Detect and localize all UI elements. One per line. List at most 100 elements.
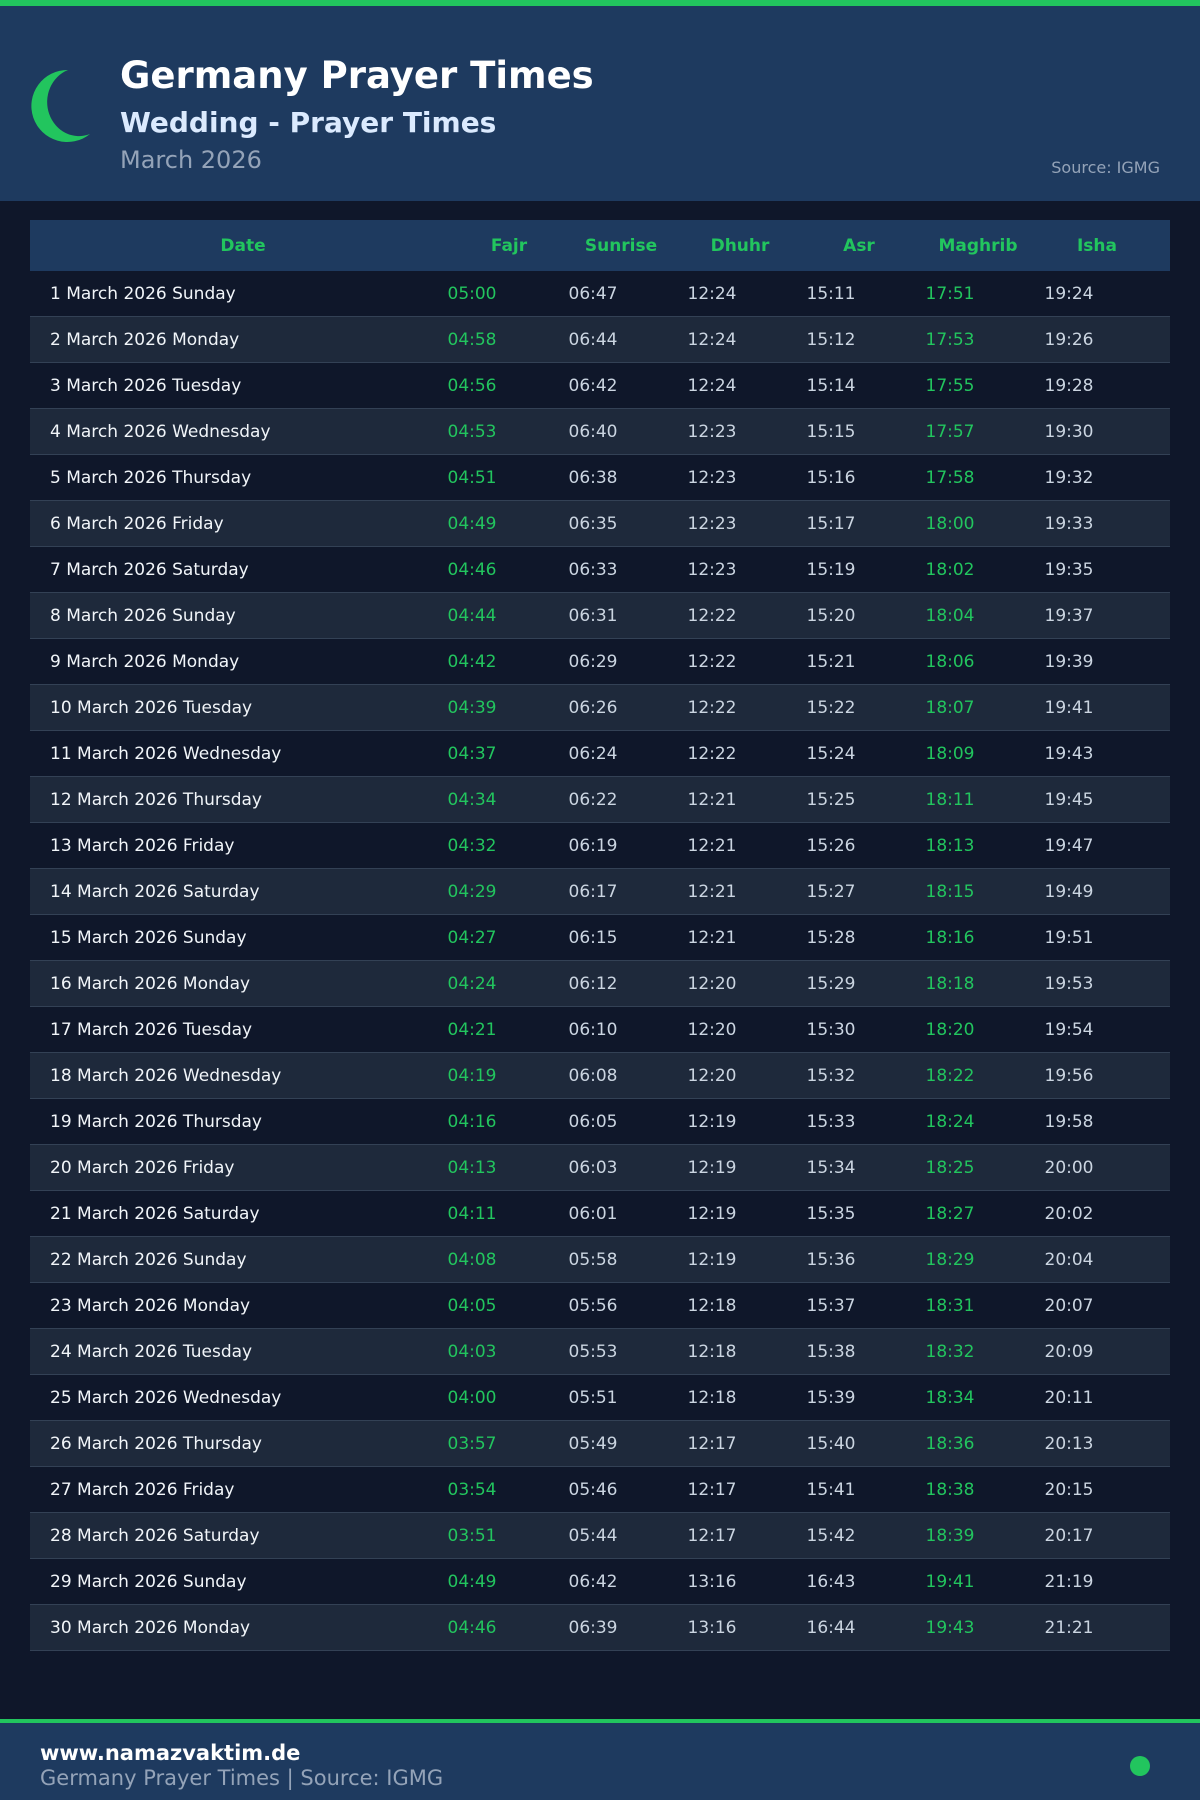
table-row: 13 March 2026 Friday 04:32 06:19 12:21 15:26…	[30, 823, 1170, 869]
dhuhr-cell: 12:20	[687, 973, 737, 994]
table-row: 6 March 2026 Friday 04:49 06:35 12:23 15:17 1…	[30, 501, 1170, 547]
table-row: 3 March 2026 Tuesday 04:56 06:42 12:24 15:14…	[30, 363, 1170, 409]
maghrib-cell: 17:51	[925, 283, 975, 304]
isha-cell: 19:41	[1044, 697, 1094, 718]
table-row: 2 March 2026 Monday 04:58 06:44 12:24 15:12 1…	[30, 317, 1170, 363]
maghrib-cell: 19:41	[925, 1571, 975, 1592]
dhuhr-cell: 12:24	[687, 329, 737, 350]
date-cell: 14 March 2026 Saturday	[50, 881, 260, 902]
fajr-cell: 04:29	[447, 881, 497, 902]
fajr-cell: 04:42	[447, 651, 497, 672]
page-subtitle: Wedding - Prayer Times	[120, 106, 497, 139]
maghrib-cell: 18:09	[925, 743, 975, 764]
maghrib-cell: 18:25	[925, 1157, 975, 1178]
date-cell: 1 March 2026 Sunday	[50, 283, 236, 304]
dhuhr-cell: 12:22	[687, 605, 737, 626]
dhuhr-cell: 12:22	[687, 743, 737, 764]
sunrise-cell: 06:39	[568, 1617, 618, 1638]
date-cell: 18 March 2026 Wednesday	[50, 1065, 282, 1086]
date-cell: 2 March 2026 Monday	[50, 329, 240, 350]
dhuhr-cell: 12:24	[687, 375, 737, 396]
asr-cell: 15:11	[806, 283, 856, 304]
fajr-cell: 03:51	[447, 1525, 497, 1546]
table-row: 14 March 2026 Saturday 04:29 06:17 12:21 15:…	[30, 869, 1170, 915]
isha-cell: 19:47	[1044, 835, 1094, 856]
table-row: 28 March 2026 Saturday 03:51 05:44 12:17 15:…	[30, 1513, 1170, 1559]
fajr-cell: 04:27	[447, 927, 497, 948]
asr-cell: 15:26	[806, 835, 856, 856]
table-row: 17 March 2026 Tuesday 04:21 06:10 12:20 15:3…	[30, 1007, 1170, 1053]
asr-cell: 15:19	[806, 559, 856, 580]
table-row: 10 March 2026 Tuesday 04:39 06:26 12:22 15:2…	[30, 685, 1170, 731]
column-header-asr: Asr	[843, 235, 875, 256]
dhuhr-cell: 12:23	[687, 559, 737, 580]
maghrib-cell: 17:53	[925, 329, 975, 350]
maghrib-cell: 18:31	[925, 1295, 975, 1316]
dhuhr-cell: 12:24	[687, 283, 737, 304]
fajr-cell: 04:46	[447, 559, 497, 580]
asr-cell: 15:41	[806, 1479, 856, 1500]
date-cell: 28 March 2026 Saturday	[50, 1525, 260, 1546]
fajr-cell: 04:05	[447, 1295, 497, 1316]
status-dot-icon	[1130, 1756, 1150, 1776]
fajr-cell: 04:39	[447, 697, 497, 718]
date-cell: 17 March 2026 Tuesday	[50, 1019, 253, 1040]
maghrib-cell: 18:20	[925, 1019, 975, 1040]
sunrise-cell: 06:38	[568, 467, 618, 488]
sunrise-cell: 06:26	[568, 697, 618, 718]
asr-cell: 15:15	[806, 421, 856, 442]
page-header: Germany Prayer Times Wedding - Prayer Ti…	[0, 6, 1200, 201]
isha-cell: 19:28	[1044, 375, 1094, 396]
table-row: 5 March 2026 Thursday 04:51 06:38 12:23 15:1…	[30, 455, 1170, 501]
isha-cell: 20:09	[1044, 1341, 1094, 1362]
date-cell: 3 March 2026 Tuesday	[50, 375, 242, 396]
isha-cell: 19:37	[1044, 605, 1094, 626]
dhuhr-cell: 12:23	[687, 421, 737, 442]
footer-site-link[interactable]: www.namazvaktim.de	[40, 1741, 301, 1765]
maghrib-cell: 18:39	[925, 1525, 975, 1546]
asr-cell: 15:16	[806, 467, 856, 488]
isha-cell: 20:04	[1044, 1249, 1094, 1270]
date-cell: 21 March 2026 Saturday	[50, 1203, 260, 1224]
date-cell: 26 March 2026 Thursday	[50, 1433, 262, 1454]
asr-cell: 15:42	[806, 1525, 856, 1546]
fajr-cell: 04:37	[447, 743, 497, 764]
maghrib-cell: 19:43	[925, 1617, 975, 1638]
sunrise-cell: 05:51	[568, 1387, 618, 1408]
isha-cell: 19:32	[1044, 467, 1094, 488]
fajr-cell: 04:44	[447, 605, 497, 626]
column-header-fajr: Fajr	[490, 235, 528, 256]
fajr-cell: 04:24	[447, 973, 497, 994]
table-row: 25 March 2026 Wednesday 04:00 05:51 12:18 15…	[30, 1375, 1170, 1421]
dhuhr-cell: 12:23	[687, 513, 737, 534]
table-row: 20 March 2026 Friday 04:13 06:03 12:19 15:34…	[30, 1145, 1170, 1191]
fajr-cell: 04:00	[447, 1387, 497, 1408]
dhuhr-cell: 12:19	[687, 1111, 737, 1132]
sunrise-cell: 06:24	[568, 743, 618, 764]
asr-cell: 15:33	[806, 1111, 856, 1132]
column-header-date: Date	[220, 235, 266, 256]
table-row: 26 March 2026 Thursday 03:57 05:49 12:17 15:…	[30, 1421, 1170, 1467]
date-cell: 20 March 2026 Friday	[50, 1157, 235, 1178]
dhuhr-cell: 12:23	[687, 467, 737, 488]
isha-cell: 20:02	[1044, 1203, 1094, 1224]
asr-cell: 15:22	[806, 697, 856, 718]
dhuhr-cell: 13:16	[687, 1571, 737, 1592]
fajr-cell: 04:46	[447, 1617, 497, 1638]
top-accent-bar	[0, 0, 1200, 6]
date-cell: 7 March 2026 Saturday	[50, 559, 249, 580]
isha-cell: 19:56	[1044, 1065, 1094, 1086]
isha-cell: 19:43	[1044, 743, 1094, 764]
dhuhr-cell: 12:22	[687, 697, 737, 718]
dhuhr-cell: 12:19	[687, 1203, 737, 1224]
isha-cell: 19:35	[1044, 559, 1094, 580]
table-body: 1 March 2026 Sunday 05:00 06:47 12:24 15:11 1…	[30, 271, 1170, 1651]
date-cell: 22 March 2026 Sunday	[50, 1249, 247, 1270]
isha-cell: 20:13	[1044, 1433, 1094, 1454]
date-cell: 5 March 2026 Thursday	[50, 467, 252, 488]
sunrise-cell: 06:44	[568, 329, 618, 350]
table-row: 7 March 2026 Saturday 04:46 06:33 12:23 15:1…	[30, 547, 1170, 593]
maghrib-cell: 18:16	[925, 927, 975, 948]
maghrib-cell: 18:18	[925, 973, 975, 994]
asr-cell: 15:14	[806, 375, 856, 396]
